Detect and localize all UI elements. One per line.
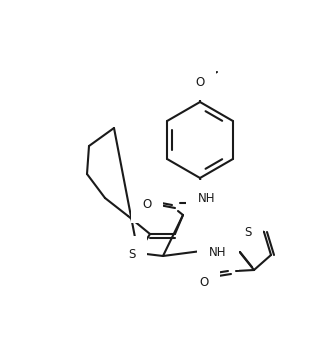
Text: S: S	[244, 226, 252, 240]
Text: NH: NH	[198, 192, 216, 204]
Text: O: O	[195, 75, 205, 89]
Text: S: S	[128, 247, 136, 261]
Text: O: O	[199, 276, 209, 288]
Text: NH: NH	[209, 246, 227, 258]
Text: O: O	[142, 199, 152, 211]
